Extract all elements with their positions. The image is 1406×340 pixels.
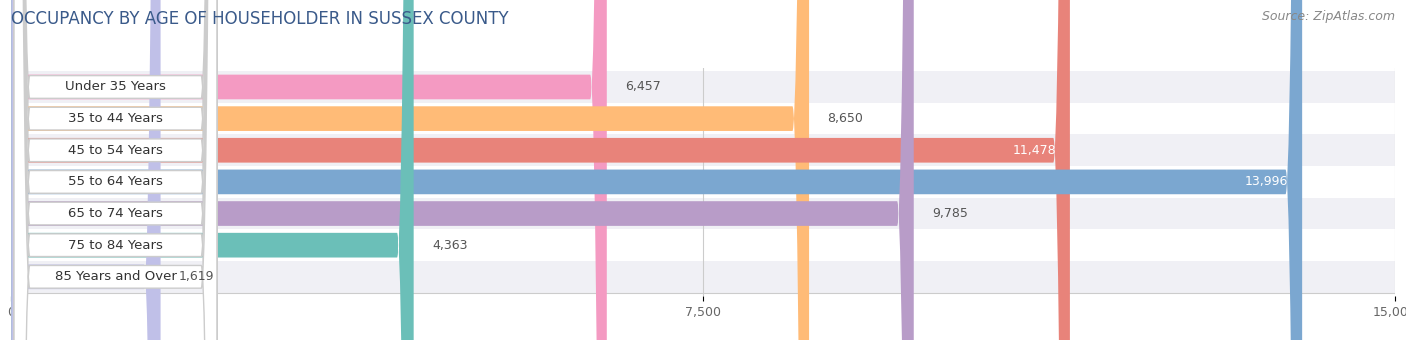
FancyBboxPatch shape <box>11 0 160 340</box>
FancyBboxPatch shape <box>11 198 1395 230</box>
FancyBboxPatch shape <box>11 261 1395 293</box>
FancyBboxPatch shape <box>11 71 1395 103</box>
Text: 6,457: 6,457 <box>626 81 661 94</box>
Text: Source: ZipAtlas.com: Source: ZipAtlas.com <box>1261 10 1395 23</box>
FancyBboxPatch shape <box>14 0 217 340</box>
FancyBboxPatch shape <box>11 230 1395 261</box>
FancyBboxPatch shape <box>14 0 217 340</box>
Text: 8,650: 8,650 <box>828 112 863 125</box>
FancyBboxPatch shape <box>11 0 413 340</box>
FancyBboxPatch shape <box>14 0 217 340</box>
Text: 85 Years and Over: 85 Years and Over <box>55 270 176 283</box>
FancyBboxPatch shape <box>14 0 217 340</box>
FancyBboxPatch shape <box>11 166 1395 198</box>
FancyBboxPatch shape <box>11 103 1395 134</box>
FancyBboxPatch shape <box>11 0 1070 340</box>
Text: OCCUPANCY BY AGE OF HOUSEHOLDER IN SUSSEX COUNTY: OCCUPANCY BY AGE OF HOUSEHOLDER IN SUSSE… <box>11 10 509 28</box>
Text: 45 to 54 Years: 45 to 54 Years <box>67 144 163 157</box>
FancyBboxPatch shape <box>11 0 808 340</box>
FancyBboxPatch shape <box>11 0 607 340</box>
Text: 55 to 64 Years: 55 to 64 Years <box>67 175 163 188</box>
Text: 4,363: 4,363 <box>432 239 468 252</box>
FancyBboxPatch shape <box>14 0 217 340</box>
Text: 9,785: 9,785 <box>932 207 969 220</box>
FancyBboxPatch shape <box>14 0 217 340</box>
Text: 35 to 44 Years: 35 to 44 Years <box>67 112 163 125</box>
Text: 13,996: 13,996 <box>1244 175 1288 188</box>
Text: 1,619: 1,619 <box>179 270 215 283</box>
Text: 75 to 84 Years: 75 to 84 Years <box>67 239 163 252</box>
FancyBboxPatch shape <box>11 0 914 340</box>
Text: 11,478: 11,478 <box>1012 144 1056 157</box>
FancyBboxPatch shape <box>11 134 1395 166</box>
FancyBboxPatch shape <box>11 0 1302 340</box>
Text: Under 35 Years: Under 35 Years <box>65 81 166 94</box>
Text: 65 to 74 Years: 65 to 74 Years <box>67 207 163 220</box>
FancyBboxPatch shape <box>14 0 217 340</box>
